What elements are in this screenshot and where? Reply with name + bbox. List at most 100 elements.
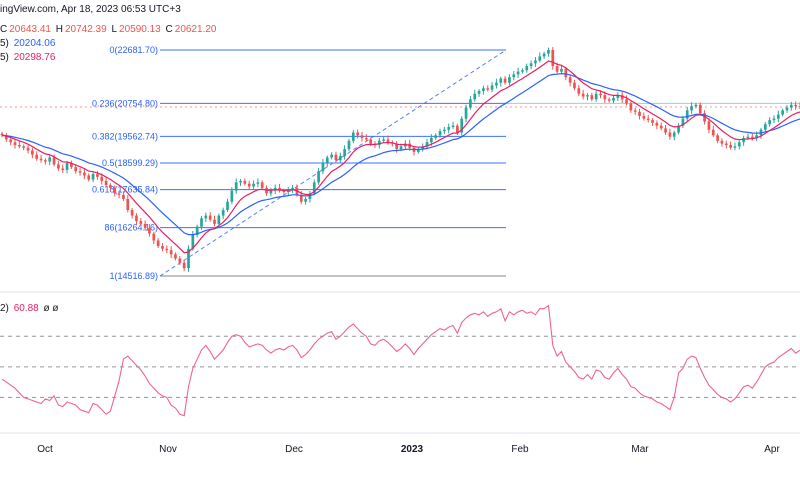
candle-body <box>477 91 481 94</box>
candle-body <box>629 103 633 111</box>
candle-body <box>729 144 732 148</box>
candle-body <box>0 133 4 136</box>
ohlc-open: 20643.41 <box>9 24 51 35</box>
candle-body <box>573 82 576 89</box>
candle-body <box>256 182 260 184</box>
candle-body <box>707 121 711 130</box>
candle-body <box>100 176 104 181</box>
candle-body <box>525 66 529 71</box>
candle-body <box>217 215 221 224</box>
candle-body <box>70 162 73 168</box>
fib-label: 0(22681.70) <box>109 45 158 55</box>
candle-body <box>347 140 351 150</box>
candle-body <box>395 143 399 150</box>
candle-body <box>438 131 442 136</box>
candle-body <box>742 138 745 143</box>
candle-body <box>763 124 767 130</box>
rsi-pane <box>0 304 800 417</box>
rsi-line <box>1 304 800 417</box>
candle-body <box>247 183 251 187</box>
candle-body <box>377 140 381 145</box>
candle-body <box>469 99 472 108</box>
candle-body <box>607 99 611 101</box>
candle-body <box>720 140 724 144</box>
candle-body <box>460 118 464 133</box>
candle-body <box>499 78 503 83</box>
candle-body <box>534 60 537 64</box>
candle-body <box>130 210 134 216</box>
ohlc-o-label: C <box>0 24 8 35</box>
candle-body <box>260 182 264 188</box>
candle-body <box>698 104 702 114</box>
candle-body <box>781 110 784 115</box>
candle-body <box>195 226 199 235</box>
time-axis: Oct Nov Dec 2023 Feb Mar Apr <box>0 291 800 455</box>
candle-body <box>586 95 589 97</box>
fib-trend-line <box>159 49 507 277</box>
candle-body <box>430 138 433 143</box>
candle-body <box>109 185 112 188</box>
candle-body <box>369 139 372 144</box>
candle-body <box>61 168 65 170</box>
candle-body <box>789 104 793 108</box>
candle-body <box>321 162 325 172</box>
candle-body <box>330 154 333 158</box>
candle-body <box>364 138 368 140</box>
ma-slow-value: 20204.06 <box>13 38 56 49</box>
candle-body <box>48 157 52 162</box>
candle-body <box>547 50 550 54</box>
candle-body <box>282 190 286 193</box>
candle-body <box>490 85 494 90</box>
candle-body <box>104 180 108 186</box>
x-tick-label: Dec <box>285 444 303 455</box>
candle-body <box>39 158 43 161</box>
candle-body <box>555 66 559 72</box>
candle-body <box>221 210 225 216</box>
candle-body <box>772 118 776 121</box>
candle-body <box>733 146 737 148</box>
candle-body <box>9 139 13 143</box>
candle-body <box>169 250 173 255</box>
candle-body <box>386 139 390 143</box>
candle-body <box>677 125 680 133</box>
chart-header-line1: ingView.com, Apr 18, 2023 06:53 UTC+3 <box>0 4 183 15</box>
candle-body <box>13 142 17 145</box>
candle-body <box>96 174 99 177</box>
candle-body <box>122 194 125 199</box>
candle-body <box>204 215 208 219</box>
candle-body <box>529 63 533 67</box>
fib-label: 0.5(18599.29) <box>102 158 158 168</box>
candle-body <box>486 88 490 90</box>
candle-body <box>83 172 86 176</box>
candle-body <box>625 99 628 104</box>
chart-header-ohlc: C 20643.41 H 20742.39 L 20590.13 C 20621.20 <box>0 24 218 35</box>
x-tick-label: Nov <box>159 444 177 455</box>
candle-body <box>78 171 82 173</box>
candle-body <box>542 53 546 57</box>
candle-body <box>447 126 451 130</box>
candle-body <box>590 95 594 100</box>
candle-body <box>495 82 498 86</box>
candle-body <box>113 187 117 194</box>
candle-body <box>681 118 685 126</box>
candle-body <box>646 118 650 121</box>
ohlc-low: 20590.13 <box>119 24 161 35</box>
candle-body <box>655 122 659 126</box>
ohlc-high: 20742.39 <box>64 24 107 35</box>
candle-body <box>135 215 138 222</box>
candle-body <box>690 106 693 111</box>
rsi-legend: 2) 60.88 ø ø <box>0 303 61 314</box>
fib-retracement[interactable]: 0(22681.70) 0.236(20754.80) 0.382(19562.74… <box>0 45 800 281</box>
candle-body <box>269 190 273 194</box>
candle-body <box>672 132 676 137</box>
ma-slow-line <box>1 72 800 236</box>
header-source: ingView.com, Apr 18, 2023 06:53 UTC+3 <box>0 4 181 15</box>
candle-body <box>451 125 455 127</box>
ohlc-close: 20621.20 <box>174 24 217 35</box>
candle-body <box>57 164 60 169</box>
candle-body <box>638 111 641 116</box>
candle-body <box>165 248 169 251</box>
candle-body <box>91 174 95 180</box>
candle-body <box>620 95 624 100</box>
